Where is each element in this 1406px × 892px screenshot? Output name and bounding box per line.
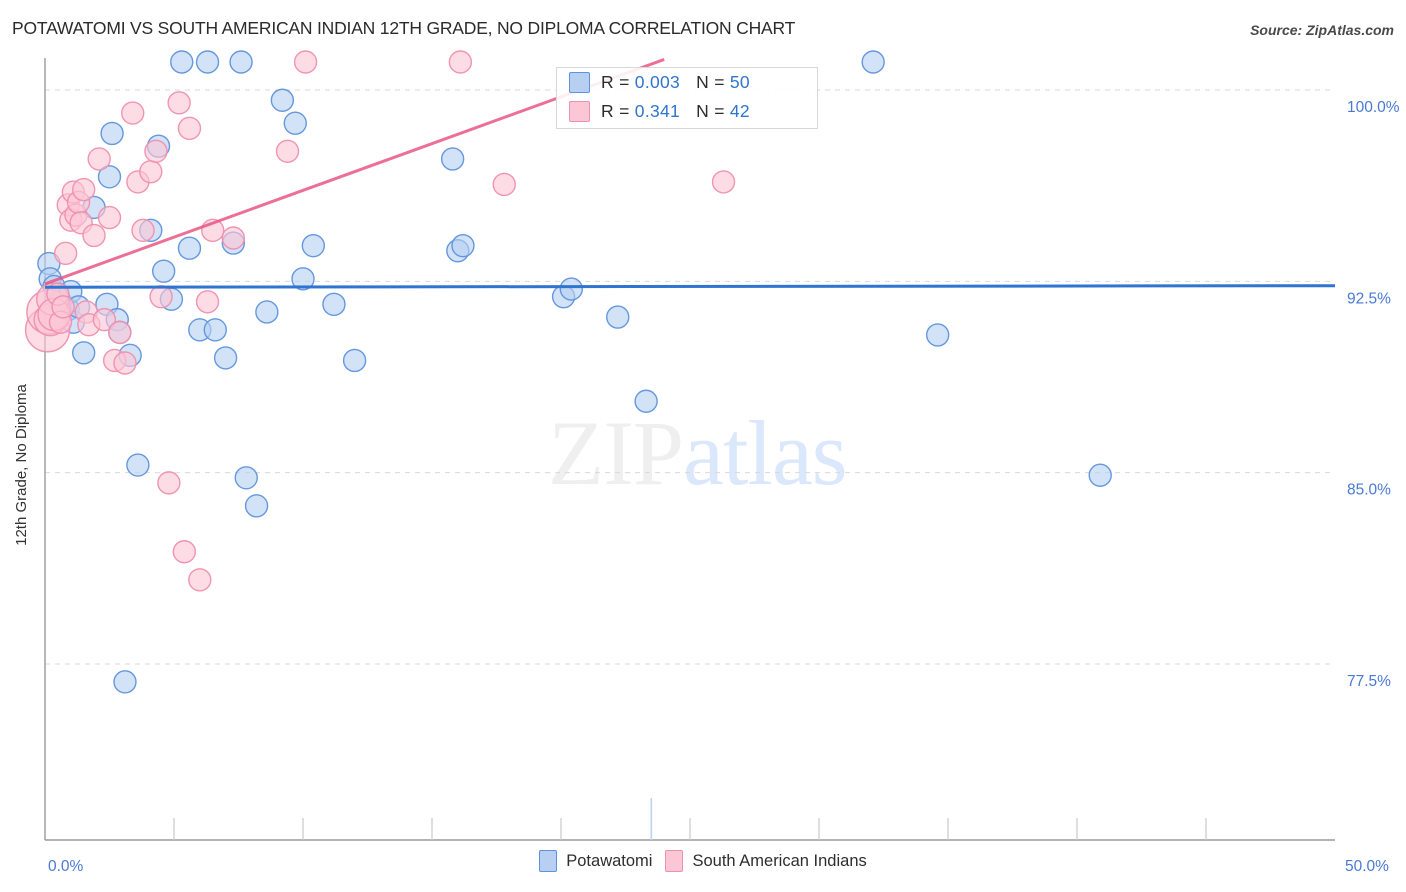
data-point bbox=[293, 50, 318, 74]
data-point bbox=[213, 346, 238, 370]
data-point bbox=[71, 341, 96, 365]
data-point bbox=[139, 159, 163, 184]
data-point bbox=[1088, 463, 1112, 487]
data-point bbox=[167, 91, 191, 115]
data-point bbox=[925, 323, 950, 347]
n-label-pink: N = bbox=[696, 101, 725, 121]
data-point bbox=[492, 172, 516, 197]
data-point bbox=[157, 471, 181, 495]
series-points-south-american-indians bbox=[24, 50, 736, 592]
y-tick-label-3: 77.5% bbox=[1347, 673, 1391, 690]
r-value-blue: 0.003 bbox=[634, 72, 681, 92]
x-tick-label-max: 50.0% bbox=[1345, 858, 1389, 875]
data-point bbox=[170, 50, 194, 74]
series-legend: Potawatomi South American Indians bbox=[0, 850, 1406, 872]
data-point bbox=[283, 111, 307, 135]
data-point bbox=[53, 241, 78, 266]
trendline-potawatomi bbox=[44, 284, 1336, 289]
data-point bbox=[270, 88, 295, 112]
stats-legend-text-potawatomi: R = 0.003 N = 50 bbox=[601, 72, 750, 93]
data-point bbox=[71, 177, 96, 202]
legend-color-potawatomi bbox=[539, 850, 558, 872]
data-point bbox=[221, 226, 246, 250]
source-attribution: Source: ZipAtlas.com bbox=[1250, 22, 1394, 38]
data-point bbox=[203, 318, 227, 342]
data-point bbox=[440, 147, 465, 171]
data-point bbox=[255, 300, 279, 324]
legend-color-south-american-indians bbox=[665, 850, 684, 872]
data-point bbox=[121, 101, 145, 125]
page-title: POTAWATOMI VS SOUTH AMERICAN INDIAN 12TH… bbox=[12, 18, 796, 38]
data-point bbox=[172, 540, 197, 564]
stats-legend: R = 0.003 N = 50 R = 0.341 N = 42 bbox=[556, 67, 818, 129]
data-point bbox=[100, 121, 124, 146]
data-point bbox=[229, 50, 253, 74]
data-point bbox=[113, 670, 137, 694]
legend-item-south-american-indians[interactable]: South American Indians bbox=[665, 850, 867, 872]
data-point bbox=[87, 147, 111, 171]
data-point bbox=[291, 267, 315, 291]
data-point bbox=[92, 307, 117, 332]
data-point bbox=[711, 170, 736, 194]
data-point bbox=[606, 305, 630, 329]
data-point bbox=[861, 50, 885, 74]
n-value-pink: 42 bbox=[729, 101, 750, 121]
data-point bbox=[188, 568, 212, 592]
data-point bbox=[195, 50, 220, 74]
r-label-blue: R = bbox=[601, 72, 630, 92]
data-point bbox=[108, 320, 132, 345]
data-point bbox=[131, 218, 155, 243]
legend-swatch-south-american-indians bbox=[569, 101, 590, 122]
legend-label-potawatomi: Potawatomi bbox=[566, 851, 653, 870]
data-point bbox=[51, 295, 75, 319]
legend-item-potawatomi[interactable]: Potawatomi bbox=[539, 850, 652, 872]
data-point bbox=[126, 453, 150, 477]
data-point bbox=[634, 389, 658, 413]
x-tick-label-min: 0.0% bbox=[48, 858, 84, 875]
data-point bbox=[195, 290, 220, 314]
series-points-potawatomi bbox=[37, 50, 1112, 694]
data-point bbox=[451, 233, 475, 258]
data-point bbox=[177, 236, 202, 260]
data-point bbox=[234, 466, 258, 490]
data-point bbox=[559, 277, 584, 301]
stats-legend-row-potawatomi: R = 0.003 N = 50 bbox=[557, 68, 817, 97]
legend-label-south-american-indians: South American Indians bbox=[692, 851, 867, 870]
n-label-blue: N = bbox=[696, 72, 725, 92]
data-point bbox=[301, 233, 326, 258]
data-point bbox=[177, 116, 202, 141]
data-point bbox=[244, 494, 269, 518]
data-point bbox=[82, 223, 106, 248]
n-value-blue: 50 bbox=[729, 72, 750, 92]
data-point bbox=[97, 205, 122, 230]
y-tick-label-0: 100.0% bbox=[1347, 99, 1400, 116]
legend-swatch-potawatomi bbox=[569, 72, 590, 93]
data-point bbox=[149, 284, 173, 309]
data-point bbox=[275, 139, 300, 163]
data-point bbox=[322, 292, 346, 317]
stats-legend-row-south-american-indians: R = 0.341 N = 42 bbox=[557, 97, 817, 126]
data-point bbox=[97, 165, 122, 189]
y-tick-label-1: 92.5% bbox=[1347, 290, 1391, 307]
data-point bbox=[144, 139, 168, 163]
stats-legend-text-south-american-indians: R = 0.341 N = 42 bbox=[601, 101, 750, 122]
y-tick-label-2: 85.0% bbox=[1347, 482, 1391, 499]
data-point bbox=[113, 351, 137, 375]
data-point bbox=[448, 50, 473, 74]
data-point bbox=[342, 348, 367, 373]
data-point bbox=[151, 259, 176, 283]
r-label-pink: R = bbox=[601, 101, 630, 121]
r-value-pink: 0.341 bbox=[634, 101, 681, 121]
